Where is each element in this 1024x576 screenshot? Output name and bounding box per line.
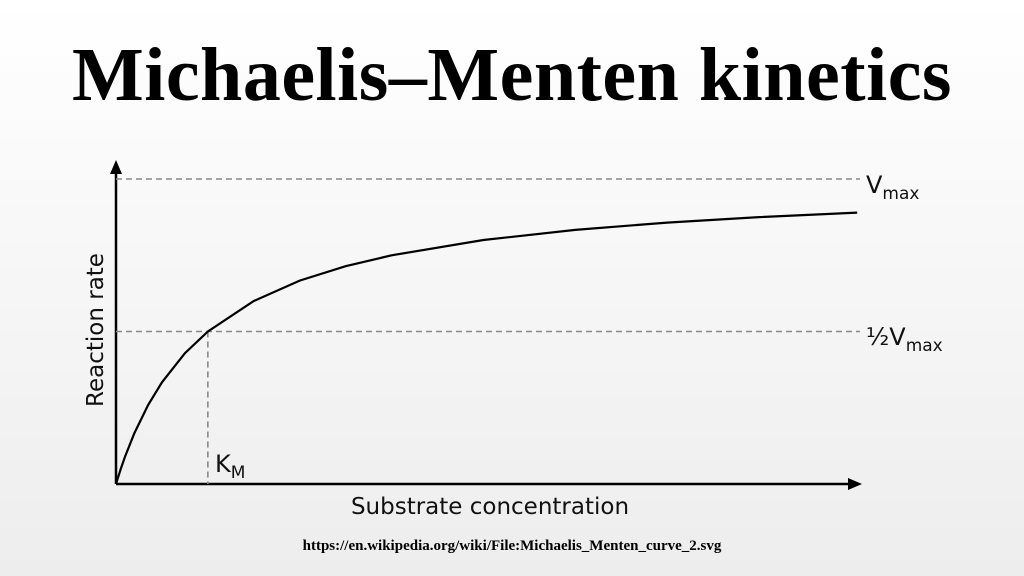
x-axis-label: Substrate concentration [351,494,629,520]
source-url: https://en.wikipedia.org/wiki/File:Micha… [302,538,722,554]
page-title: Michaelis–Menten kinetics [71,33,953,117]
rate-curve [114,211,858,485]
half-vmax-label: ½Vmax [866,323,943,356]
y-axis-arrow-icon [110,160,122,174]
y-axis-label: Reaction rate [83,253,109,407]
x-axis-arrow-icon [848,478,862,490]
km-label: KM [215,450,245,483]
vmax-label: Vmax [866,171,919,204]
